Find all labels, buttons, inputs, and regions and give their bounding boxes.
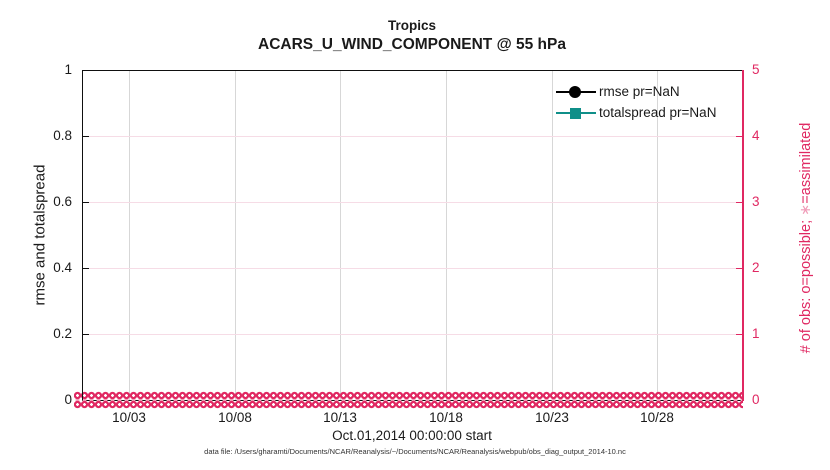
x-tick-label: 10/18 — [429, 410, 463, 425]
legend-item-rmse: rmse pr=NaN — [556, 83, 716, 100]
totalspread-legend-sample — [556, 105, 596, 121]
x-axis-label: Oct.01,2014 00:00:00 start — [332, 428, 492, 443]
right-y-tick-label: 3 — [752, 194, 760, 209]
left-y-tick-label: 0 — [64, 392, 72, 407]
left-y-tick-label: 0.8 — [53, 128, 72, 143]
gridline-horizontal — [83, 334, 742, 335]
right-tick-mark — [736, 202, 742, 203]
left-y-tick-label: 0.2 — [53, 326, 72, 341]
x-tick-label: 10/13 — [323, 410, 357, 425]
left-tick-mark — [83, 268, 89, 269]
legend: rmse pr=NaN totalspread pr=NaN — [556, 83, 716, 125]
left-axis-spine — [82, 70, 83, 400]
plot-subtitle: ACARS_U_WIND_COMPONENT @ 55 hPa — [258, 36, 566, 53]
rmse-circle-marker-icon — [569, 85, 581, 98]
obs-markers-band — [74, 391, 743, 409]
x-tick-label: 10/03 — [112, 410, 146, 425]
x-tick-label: 10/08 — [218, 410, 252, 425]
left-y-tick-label: 0.4 — [53, 260, 72, 275]
legend-item-totalspread: totalspread pr=NaN — [556, 104, 716, 121]
right-tick-mark — [736, 334, 742, 335]
left-y-tick-label: 0.6 — [53, 194, 72, 209]
gridline-vertical — [657, 70, 658, 400]
top-spine — [82, 70, 743, 71]
right-y-tick-label: 0 — [752, 392, 760, 407]
left-tick-mark — [83, 202, 89, 203]
plot-title: Tropics — [387, 18, 436, 33]
asterisk-marker-glyph: ∗ — [798, 203, 814, 216]
x-tick-label: 10/28 — [640, 410, 674, 425]
data-file-path: data file: /Users/gharamti/Documents/NCA… — [204, 447, 626, 456]
gridline-horizontal — [83, 136, 742, 137]
left-tick-mark — [83, 136, 89, 137]
right-tick-mark — [736, 268, 742, 269]
gridline-vertical — [446, 70, 447, 400]
left-tick-mark — [83, 334, 89, 335]
right-y-tick-label: 5 — [752, 62, 760, 77]
gridline-horizontal — [83, 202, 742, 203]
right-tick-mark — [736, 136, 742, 137]
left-y-tick-label: 1 — [64, 62, 72, 77]
right-axis-label-prefix: # of obs: o=possible; — [798, 215, 814, 354]
right-y-tick-label: 2 — [752, 260, 760, 275]
rmse-legend-sample — [556, 84, 596, 100]
gridline-vertical — [552, 70, 553, 400]
right-axis-label: # of obs: o=possible; ∗=assimilated — [798, 123, 814, 354]
left-axis-label: rmse and totalspread — [31, 164, 49, 306]
gridline-horizontal — [83, 268, 742, 269]
legend-label-rmse: rmse pr=NaN — [599, 84, 680, 99]
x-tick-label: 10/23 — [535, 410, 569, 425]
totalspread-square-marker-icon — [570, 107, 581, 119]
right-axis-label-suffix: =assimilated — [798, 122, 814, 204]
legend-label-totalspread: totalspread pr=NaN — [599, 105, 717, 120]
gridline-vertical — [340, 70, 341, 400]
right-y-tick-label: 1 — [752, 326, 760, 341]
right-y-tick-label: 4 — [752, 128, 760, 143]
right-axis-spine — [742, 70, 744, 401]
gridline-vertical — [235, 70, 236, 400]
gridline-vertical — [129, 70, 130, 400]
